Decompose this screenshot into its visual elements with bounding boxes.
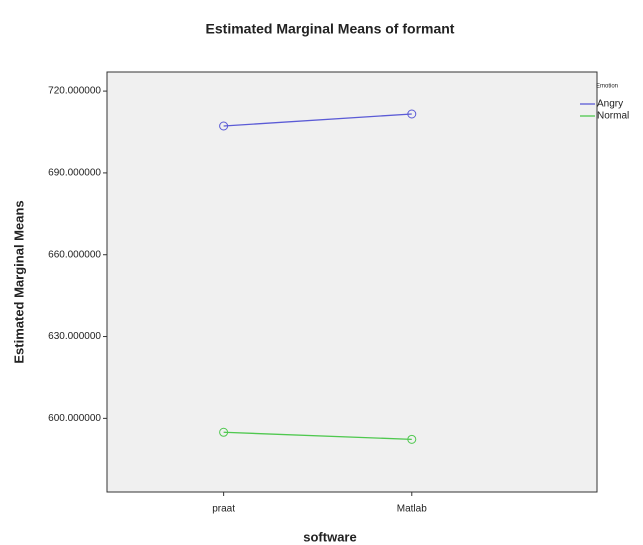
- y-tick-label: 630.000000: [48, 331, 101, 342]
- chart-title: Estimated Marginal Means of formant: [206, 21, 455, 37]
- y-tick-label: 660.000000: [48, 249, 101, 260]
- point: [219, 121, 229, 131]
- point: [407, 109, 417, 119]
- plot-area: [106, 71, 598, 493]
- legend-label: Angry: [597, 99, 623, 110]
- series-line: [223, 113, 412, 127]
- y-tick-label: 600.000000: [48, 413, 101, 424]
- x-axis-title: software: [303, 529, 356, 544]
- point: [407, 434, 417, 444]
- x-tick-label: praat: [212, 504, 235, 515]
- series-line: [223, 431, 412, 441]
- y-tick-label: 690.000000: [48, 168, 101, 179]
- y-tick-label: 720.000000: [48, 86, 101, 97]
- x-tick-label: Matlab: [397, 504, 427, 515]
- y-axis-title: Estimated Marginal Means: [11, 200, 26, 363]
- legend-label: Normal: [597, 111, 629, 122]
- point: [219, 427, 229, 437]
- legend-title: Emotion: [596, 84, 618, 90]
